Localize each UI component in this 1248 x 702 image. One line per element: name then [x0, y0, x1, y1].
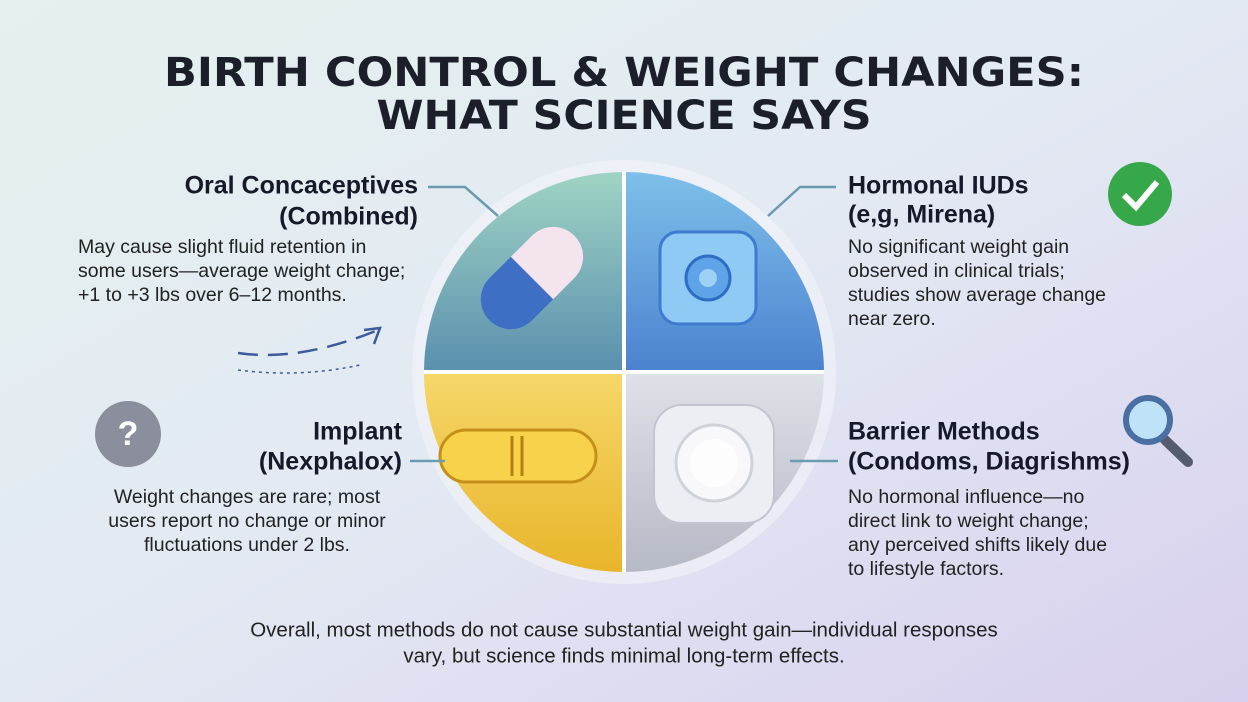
footer-text: Overall, most methods do not cause subst… — [250, 618, 998, 641]
section-body: May cause slight fluid retention in — [78, 236, 366, 258]
section-title: (e,g, Mirena) — [848, 201, 995, 229]
svg-text:?: ? — [118, 415, 139, 453]
footer-text: vary, but science finds minimal long-ter… — [403, 644, 844, 667]
section-body: No hormonal influence—no — [848, 486, 1084, 508]
magnifier-icon — [1123, 395, 1193, 467]
connector-lines — [237, 185, 838, 463]
section-body: users report no change or minor — [108, 510, 386, 532]
section-body: observed in clinical trials; — [848, 260, 1065, 282]
section-body: some users—average weight change; — [78, 260, 405, 282]
section-title: (Combined) — [279, 203, 418, 231]
section-body: near zero. — [848, 308, 936, 330]
section-body: Weight changes are rare; most — [114, 486, 381, 508]
section-title: Oral Concaceptives — [185, 172, 418, 200]
section-body: direct link to weight change; — [848, 510, 1089, 532]
section-body: No significant weight gain — [848, 236, 1069, 258]
title: BIRTH CONTROL & WEIGHT CHANGES: — [164, 50, 1084, 96]
section-title: (Condoms, Diagrishms) — [848, 448, 1130, 476]
check-icon — [1108, 162, 1172, 226]
section-title: Hormonal IUDs — [848, 172, 1029, 200]
section-body: studies show average change — [848, 284, 1106, 306]
section-body: +1 to +3 lbs over 6–12 months. — [78, 284, 347, 306]
question-icon: ? — [95, 401, 161, 467]
section-body: to lifestyle factors. — [848, 558, 1004, 580]
section-body: any perceived shifts likely due — [848, 534, 1107, 556]
section-title: Implant — [313, 418, 403, 446]
title: WHAT SCIENCE SAYS — [377, 93, 872, 139]
quadrant-circle — [412, 160, 836, 584]
section-title: Barrier Methods — [848, 418, 1040, 446]
section-title: (Nexphalox) — [259, 448, 402, 476]
section-body: fluctuations under 2 lbs. — [144, 534, 350, 556]
